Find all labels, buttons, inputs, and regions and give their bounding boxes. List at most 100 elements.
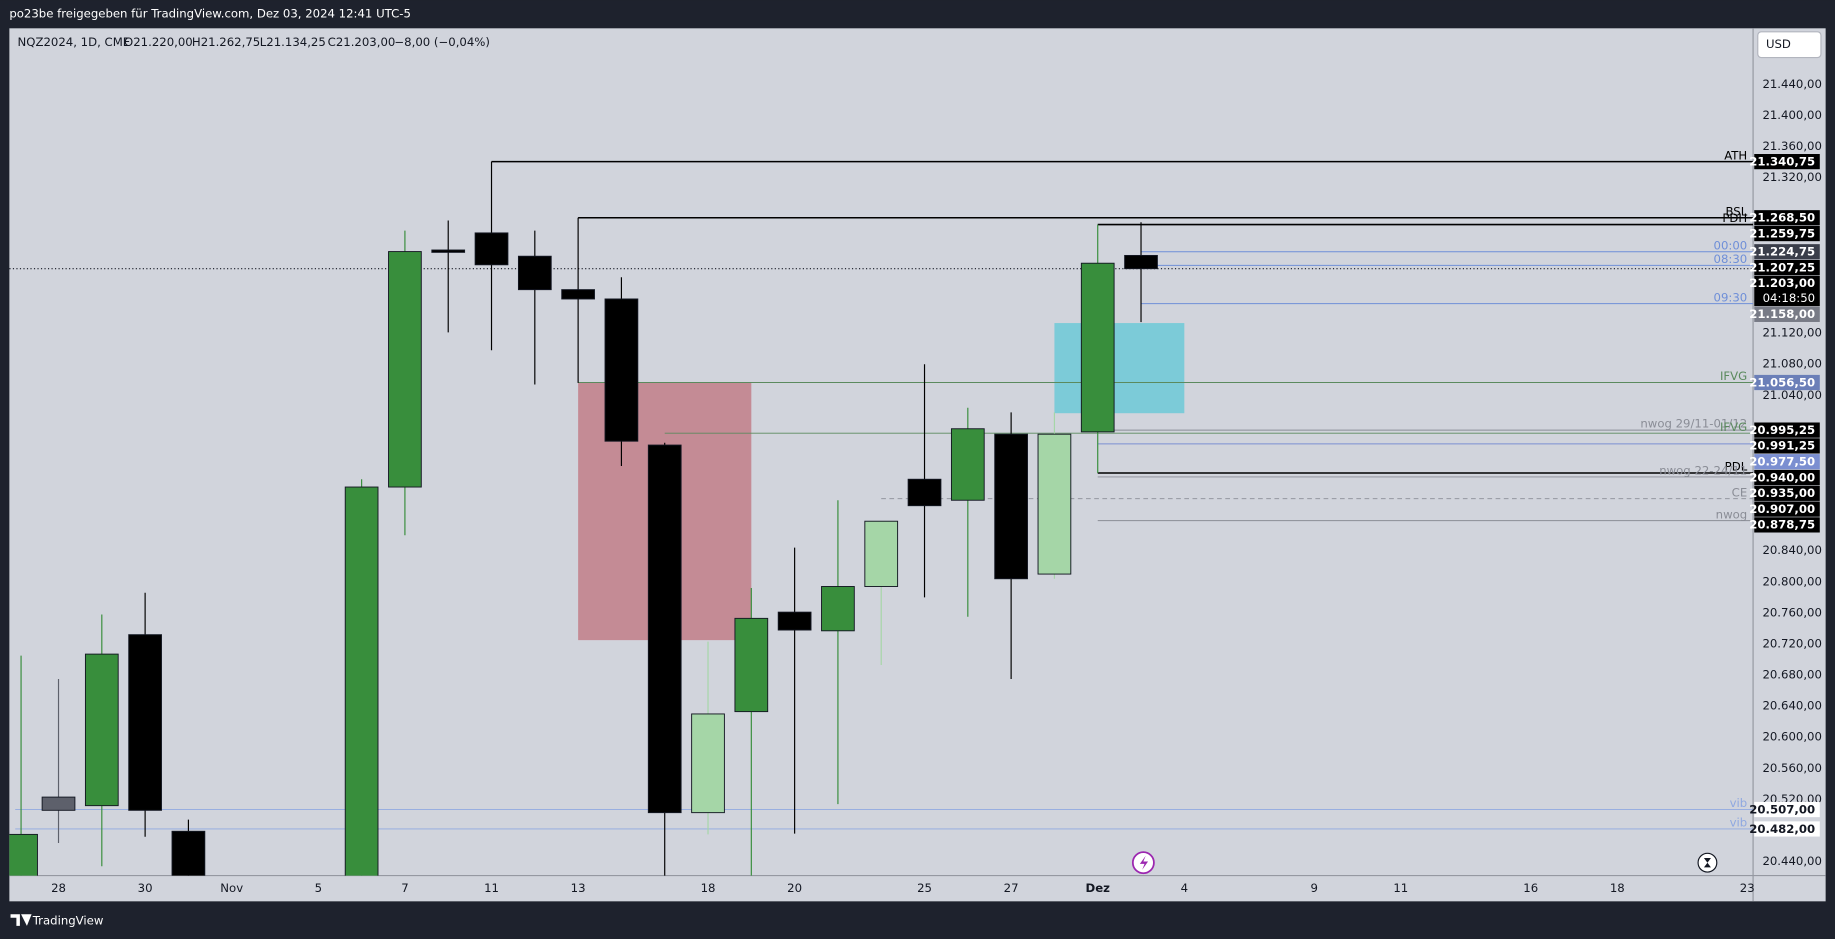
currency-button[interactable] xyxy=(1757,31,1822,59)
candle-body xyxy=(388,251,422,488)
candle-body xyxy=(9,833,38,876)
price-label: 20.482,00 xyxy=(1749,822,1815,836)
candle-body xyxy=(474,232,509,266)
price-label: 20.935,00 xyxy=(1749,486,1815,500)
event-icon-bolt xyxy=(1139,855,1149,870)
header-title: po23be freigegeben für TradingView.com, … xyxy=(9,7,411,21)
x-tick-label: 27 xyxy=(1004,881,1019,895)
price-label: 20.878,75 xyxy=(1749,518,1815,532)
y-tick-label: 20.640,00 xyxy=(1762,699,1821,713)
price-label: 20.991,25 xyxy=(1749,439,1815,453)
candle-body xyxy=(864,520,899,587)
level-name: 09:30 xyxy=(1714,290,1748,304)
level-name: ATH xyxy=(1724,148,1747,162)
y-tick-label: 21.040,00 xyxy=(1762,388,1821,402)
price-label-box xyxy=(1754,469,1820,486)
price-label: 20.507,00 xyxy=(1749,802,1815,816)
price-label: 21.158,00 xyxy=(1749,307,1815,321)
y-tick-label: 20.440,00 xyxy=(1762,854,1821,868)
y-tick-label: 21.320,00 xyxy=(1762,170,1821,184)
candle-body xyxy=(950,428,985,501)
candle-body xyxy=(344,486,379,876)
level-name: PDL xyxy=(1725,460,1748,474)
legend-change: −8,00 (−0,04%) xyxy=(394,35,490,49)
level-name: 00:00 xyxy=(1714,238,1748,252)
y-tick-label: 20.600,00 xyxy=(1762,730,1821,744)
price-label: 21.203,00 xyxy=(1749,276,1815,290)
candle-body xyxy=(734,617,769,713)
price-label-box xyxy=(1754,275,1820,307)
candle-body xyxy=(647,444,682,814)
y-tick-label: 21.440,00 xyxy=(1762,77,1821,91)
legend-close: C21.203,00 xyxy=(328,35,396,49)
price-label-box xyxy=(1754,374,1820,391)
level-name: PDH xyxy=(1722,211,1747,225)
y-tick-label: 21.080,00 xyxy=(1762,357,1821,371)
price-label-box xyxy=(1754,501,1820,517)
y-tick-label: 20.840,00 xyxy=(1762,543,1821,557)
price-label: 21.207,25 xyxy=(1749,260,1815,274)
level-name: nwog xyxy=(1716,507,1748,521)
candle-body xyxy=(128,634,162,811)
axes: 21.440,00 21.400,00 21.360,00 21.320,00 21.1… xyxy=(51,77,1822,895)
price-label: 21.259,75 xyxy=(1749,226,1815,240)
level-name: vib xyxy=(1730,816,1748,830)
legend-open: O21.220,00 xyxy=(124,35,193,49)
y-tick-label: 21.360,00 xyxy=(1762,139,1821,153)
candle-body xyxy=(821,586,855,632)
price-label-box xyxy=(1754,485,1820,501)
x-tick-label: 4 xyxy=(1181,881,1188,895)
candle-body xyxy=(41,796,76,811)
price-label-box xyxy=(1754,454,1820,470)
y-tick-label: 20.800,00 xyxy=(1762,574,1821,588)
x-tick-label: 20 xyxy=(787,881,802,895)
level-name: CE xyxy=(1732,485,1748,499)
level-name: IFVG xyxy=(1720,420,1747,434)
level-name: 08:30 xyxy=(1714,252,1748,266)
candle-body xyxy=(604,298,639,442)
replay-icon[interactable] xyxy=(1697,852,1718,873)
x-tick-label: 11 xyxy=(1393,881,1408,895)
level-name: nwog 22-24/11 xyxy=(1659,464,1747,478)
candle-body xyxy=(517,255,552,291)
price-label-box xyxy=(1754,306,1820,322)
x-tick-label: 18 xyxy=(1610,881,1625,895)
price-label: 21.340,75 xyxy=(1749,154,1815,168)
legend-low: L21.134,25 xyxy=(260,35,326,49)
candle-body xyxy=(1037,433,1072,575)
price-label-box xyxy=(1754,422,1820,438)
x-tick-label: Dez xyxy=(1086,881,1111,895)
price-label: 21.224,75 xyxy=(1749,245,1815,259)
x-tick-label: 23 xyxy=(1740,881,1755,895)
price-label: 21.268,50 xyxy=(1749,211,1815,225)
price-label-box xyxy=(1754,259,1820,276)
currency: USD xyxy=(1766,37,1791,51)
price-label-box xyxy=(1754,154,1820,170)
legend-symbol: NQZ2024, 1D, CME xyxy=(18,35,131,49)
x-tick-label: 28 xyxy=(51,881,66,895)
y-tick-label: 21.120,00 xyxy=(1762,326,1821,340)
candle-body xyxy=(171,830,206,876)
x-tick-label: 7 xyxy=(401,881,408,895)
candle-body xyxy=(84,653,119,807)
x-tick-label: 25 xyxy=(917,881,932,895)
price-label: 21.056,50 xyxy=(1749,375,1815,389)
countdown: 04:18:50 xyxy=(1763,291,1816,305)
x-tick-label: 5 xyxy=(315,881,322,895)
price-label-box xyxy=(1754,801,1820,818)
footer-brand: TradingView xyxy=(32,914,104,928)
candle-body xyxy=(561,289,595,300)
brand-logo xyxy=(10,914,32,926)
candle-body xyxy=(431,249,466,253)
legend-high: H21.262,75 xyxy=(192,35,260,49)
price-label-box xyxy=(1754,517,1820,533)
price-label-box xyxy=(1754,821,1820,837)
candle-body xyxy=(691,713,725,814)
price-label-box xyxy=(1754,438,1820,454)
x-tick-label: 16 xyxy=(1523,881,1538,895)
candle-body xyxy=(994,433,1028,580)
y-tick-label: 21.400,00 xyxy=(1762,108,1821,122)
level-name: BSL xyxy=(1725,204,1747,218)
